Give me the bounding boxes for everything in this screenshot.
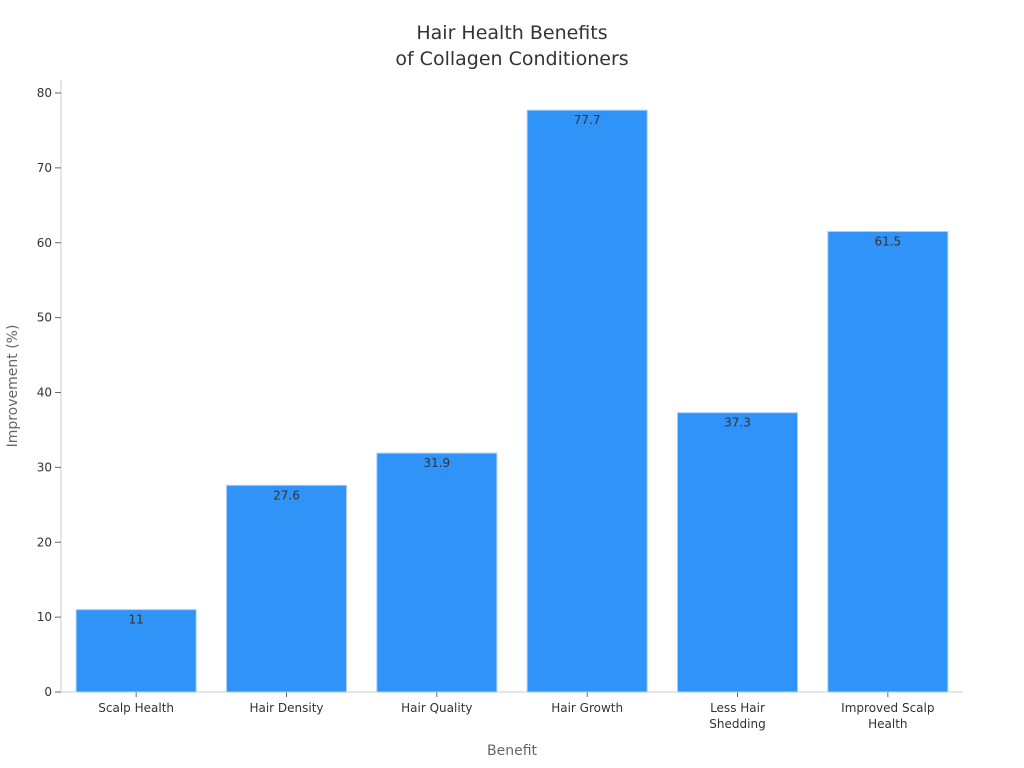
y-tick-label: 0 xyxy=(44,685,52,699)
bar xyxy=(376,452,498,693)
bar-value-label: 37.3 xyxy=(724,416,751,430)
x-axis-title: Benefit xyxy=(487,743,538,759)
bar-value-label: 27.6 xyxy=(273,488,300,502)
bar-value-label: 31.9 xyxy=(423,456,450,470)
bar xyxy=(827,231,949,693)
chart-title-line-2: of Collagen Conditioners xyxy=(395,48,629,70)
y-tick-label: 10 xyxy=(37,610,52,624)
x-tick-label: Shedding xyxy=(709,717,765,731)
x-tick-label: Improved Scalp xyxy=(841,701,934,715)
bar-value-label: 77.7 xyxy=(574,113,601,127)
chart-title: Hair Health Benefits of Collagen Conditi… xyxy=(0,20,1024,72)
bar xyxy=(526,109,648,693)
y-tick-label: 60 xyxy=(37,236,52,250)
bars: 11 27.6 31.9 77.7 37.3 61.5 xyxy=(75,109,949,693)
y-tick-label: 30 xyxy=(37,460,52,474)
y-tick-label: 40 xyxy=(37,386,52,400)
bar xyxy=(226,484,347,693)
x-tick-label: Scalp Health xyxy=(98,701,174,715)
bar xyxy=(75,609,197,693)
x-tick-label: Hair Growth xyxy=(551,701,623,715)
x-axis: Scalp Health Hair Density Hair Quality Hair… xyxy=(61,691,963,731)
bar-value-label: 61.5 xyxy=(874,235,901,249)
y-tick-label: 70 xyxy=(37,161,52,175)
chart-title-line-1: Hair Health Benefits xyxy=(416,22,608,44)
x-tick-label: Hair Quality xyxy=(401,701,472,715)
y-axis: 0 10 20 30 40 50 60 70 80 xyxy=(37,80,62,699)
y-tick-label: 50 xyxy=(37,311,52,325)
x-tick-label: Health xyxy=(868,717,907,731)
y-axis-title: Improvement (%) xyxy=(5,325,21,448)
x-tick-label: Less Hair xyxy=(710,701,765,715)
x-tick-label: Hair Density xyxy=(249,701,323,715)
y-tick-label: 20 xyxy=(37,535,52,549)
bar-value-label: 11 xyxy=(129,613,144,627)
bar xyxy=(677,412,798,693)
y-tick-label: 80 xyxy=(37,86,52,100)
